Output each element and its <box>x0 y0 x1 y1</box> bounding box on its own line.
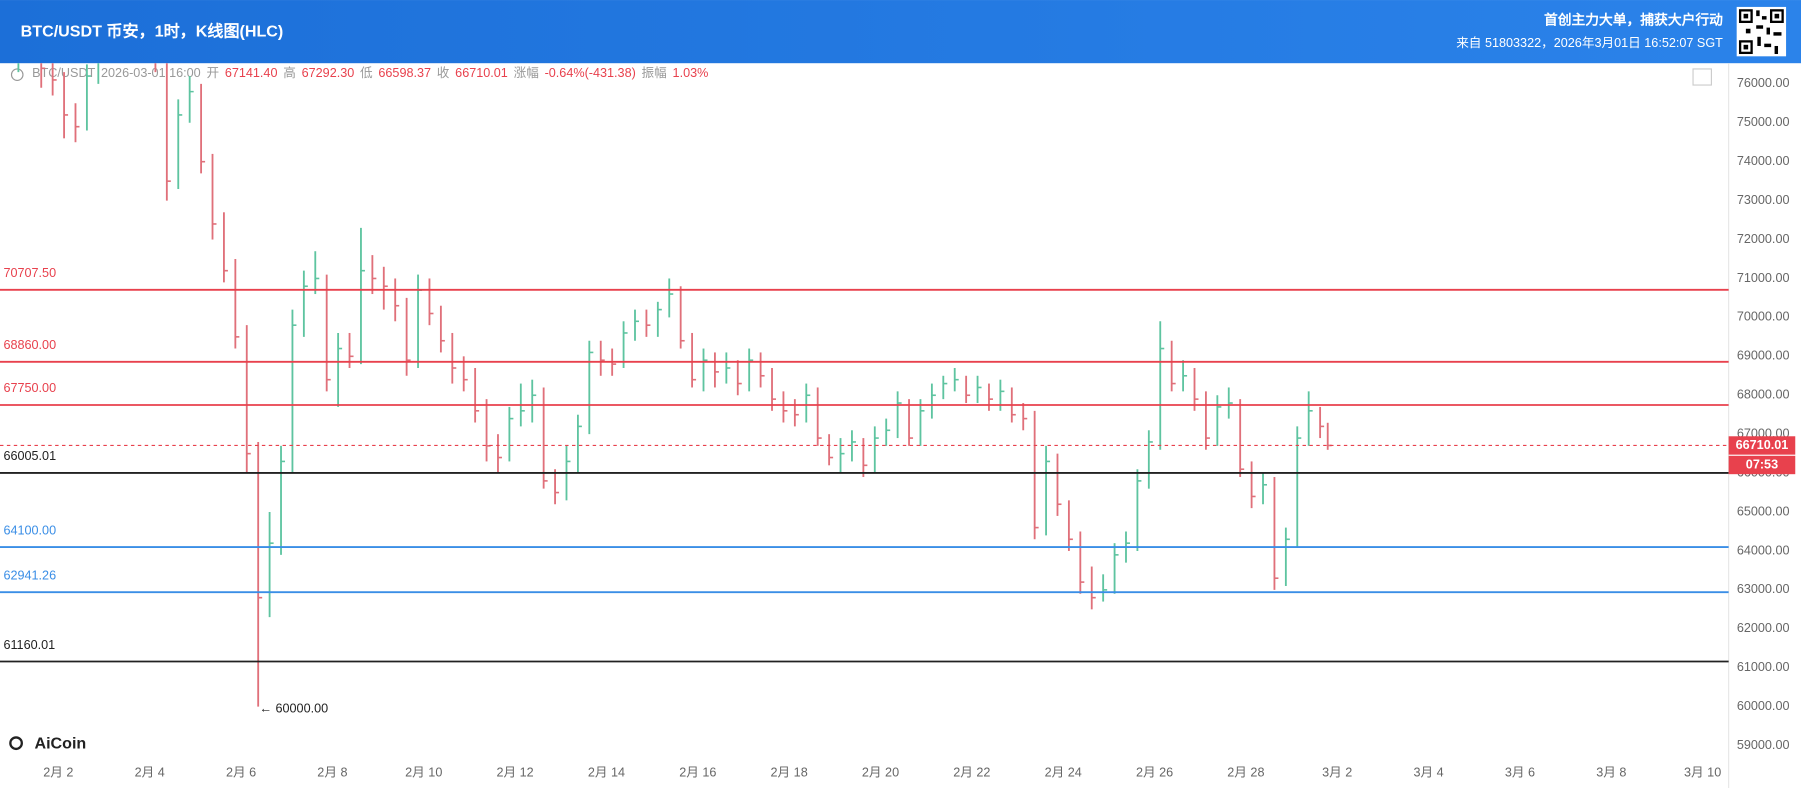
info-line: BTC/USDT2026-03-01 16:00开67141.40高67292.… <box>32 65 708 80</box>
y-tick-label: 63000.00 <box>1737 582 1790 596</box>
info-text: 振幅 <box>642 66 667 80</box>
level-label: 61160.01 <box>3 638 55 652</box>
level-label: 70707.50 <box>3 266 56 280</box>
y-tick-label: 69000.00 <box>1737 349 1790 363</box>
info-text: -0.64%(-431.38) <box>545 66 636 80</box>
info-text: 涨幅 <box>514 66 539 80</box>
x-tick-label: 2月 12 <box>497 765 534 779</box>
y-tick-label: 70000.00 <box>1737 310 1790 324</box>
info-text: 1.03% <box>673 66 709 80</box>
x-tick-label: 2月 10 <box>405 765 442 779</box>
last-price-box <box>1728 436 1796 455</box>
info-text: 67292.30 <box>302 66 355 80</box>
y-tick-label: 72000.00 <box>1737 232 1790 246</box>
brand-logo: AiCoin <box>9 735 86 753</box>
x-tick-label: 3月 8 <box>1596 765 1626 779</box>
info-text: 低 <box>360 66 373 80</box>
info-text: 高 <box>283 65 296 80</box>
header-bar <box>0 0 1801 64</box>
y-tick-label: 68000.00 <box>1737 388 1790 402</box>
plot <box>17 63 1332 707</box>
x-tick-label: 3月 4 <box>1413 765 1443 779</box>
x-tick-label: 2月 8 <box>317 765 347 779</box>
collapse-icon[interactable] <box>10 68 24 82</box>
info-text: 67141.40 <box>225 66 278 80</box>
x-tick-label: 2月 24 <box>1045 765 1082 779</box>
x-tick-label: 3月 2 <box>1322 765 1352 779</box>
x-tick-label: 2月 18 <box>771 765 808 779</box>
y-tick-label: 73000.00 <box>1737 193 1790 207</box>
brand-text: AiCoin <box>34 735 86 753</box>
level-label: 66005.01 <box>3 449 56 463</box>
info-text: 66710.01 <box>455 66 508 80</box>
x-tick-label: 3月 10 <box>1684 765 1721 779</box>
level-label: 62941.26 <box>3 568 56 582</box>
toolbar-button[interactable] <box>1692 68 1712 86</box>
y-tick-label: 60000.00 <box>1737 699 1790 713</box>
info-text: 开 <box>206 66 219 80</box>
countdown-box <box>1728 455 1796 475</box>
countdown-label: 07:53 <box>1746 457 1778 471</box>
info-text: 收 <box>437 66 450 80</box>
x-tick-label: 2月 26 <box>1136 765 1173 779</box>
x-tick-label: 2月 16 <box>679 765 716 779</box>
y-tick-label: 75000.00 <box>1737 115 1790 129</box>
info-text: 66598.37 <box>378 66 431 80</box>
y-tick-label: 64000.00 <box>1737 543 1790 557</box>
y-tick-label: 74000.00 <box>1737 154 1790 168</box>
x-tick-label: 2月 22 <box>953 765 990 779</box>
level-label: 68860.00 <box>3 338 56 352</box>
x-tick-label: 2月 14 <box>588 765 625 779</box>
x-tick-label: 2月 28 <box>1227 765 1264 779</box>
x-tick-label: 2月 2 <box>43 765 73 779</box>
qr-code <box>1736 6 1787 57</box>
x-tick-label: 2月 20 <box>862 765 899 779</box>
y-tick-label: 65000.00 <box>1737 504 1790 518</box>
x-tick-label: 2月 6 <box>226 765 256 779</box>
x-tick-label: 3月 6 <box>1505 765 1535 779</box>
header-slogan: 首创主力大单，捕获大户行动 <box>1544 11 1723 27</box>
y-tick-label: 76000.00 <box>1737 76 1790 90</box>
y-tick-label: 61000.00 <box>1737 660 1790 674</box>
y-tick-label: 59000.00 <box>1737 738 1790 752</box>
low-annotation: ← 60000.00 <box>259 701 328 715</box>
header-title: BTC/USDT 币安，1时，K线图(HLC) <box>21 21 284 40</box>
last-price-label: 66710.01 <box>1736 438 1789 452</box>
x-tick-label: 2月 4 <box>135 765 165 779</box>
level-label: 67750.00 <box>3 381 56 395</box>
info-text: 2026-03-01 16:00 <box>101 66 201 80</box>
y-tick-label: 71000.00 <box>1737 271 1790 285</box>
header-source: 来自 51803322，2026年3月01日 16:52:07 SGT <box>1456 36 1723 50</box>
y-tick-label: 62000.00 <box>1737 621 1790 635</box>
level-label: 64100.00 <box>3 523 56 537</box>
